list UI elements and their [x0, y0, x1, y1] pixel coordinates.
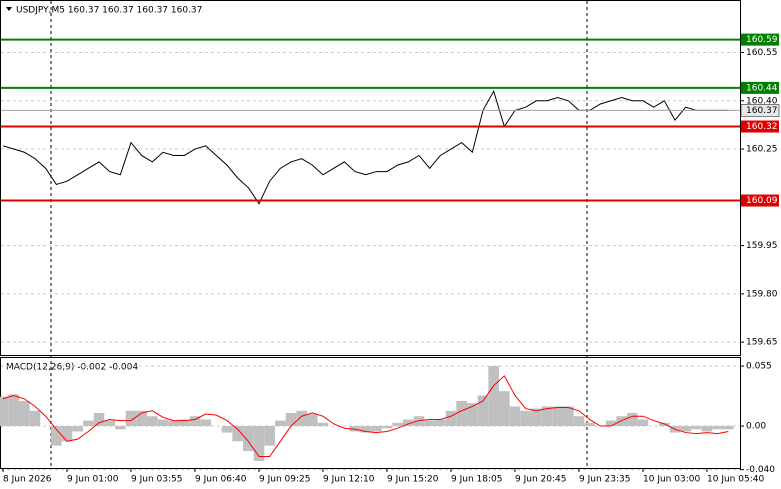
- x-tick-label: 8 Jun 2026: [3, 475, 52, 485]
- histogram-bar: [392, 422, 403, 427]
- level-label: 160.59: [746, 35, 778, 45]
- histogram-bar: [136, 410, 147, 427]
- x-tick-label: 9 Jun 15:20: [387, 475, 439, 485]
- histogram-bar: [509, 406, 521, 427]
- histogram-bar: [637, 419, 649, 427]
- histogram-bar: [168, 420, 179, 427]
- histogram-bar: [573, 416, 585, 427]
- level-box: [741, 81, 779, 94]
- histogram-bar: [189, 416, 201, 427]
- histogram-bar: [29, 410, 41, 427]
- histogram-bar: [61, 426, 73, 442]
- histogram-bar: [0, 396, 9, 427]
- y-tick-label: 159.80: [746, 289, 778, 299]
- histogram-bar: [72, 426, 83, 432]
- histogram-bar: [200, 419, 211, 427]
- level-box: [741, 120, 779, 133]
- histogram-bar: [552, 406, 563, 427]
- histogram-bar: [104, 420, 115, 427]
- price-line: [2, 89, 729, 205]
- x-tick-label: 9 Jun 18:05: [451, 475, 502, 485]
- histogram-bar: [477, 395, 489, 427]
- menu-arrow: [6, 7, 12, 11]
- histogram-bar: [605, 420, 617, 427]
- histogram-bar: [232, 426, 243, 442]
- y-tick-label: 0.00: [746, 422, 766, 432]
- price-panel: [0, 0, 741, 356]
- x-tick-label: 9 Jun 03:55: [131, 475, 182, 485]
- histogram-bar: [563, 406, 574, 427]
- y-tick-label: 160.25: [746, 145, 778, 155]
- y-tick-label: 160.55: [746, 48, 778, 58]
- histogram-bar: [541, 406, 553, 427]
- histogram-bar: [243, 426, 254, 452]
- histogram-bar: [115, 426, 126, 430]
- histogram-bar: [275, 420, 286, 427]
- histogram-bar: [467, 403, 478, 427]
- x-tick-label: 9 Jun 09:25: [259, 475, 310, 485]
- histogram-bar: [712, 426, 723, 430]
- histogram-bar: [296, 410, 307, 427]
- y-tick-label: 160.40: [746, 96, 778, 106]
- histogram-bar: [531, 408, 542, 427]
- histogram-bar: [520, 410, 531, 427]
- histogram-bar: [221, 426, 233, 433]
- histogram-bar: [147, 416, 158, 427]
- y-tick-label: 159.95: [746, 241, 778, 251]
- histogram-bar: [157, 419, 169, 427]
- histogram-bar: [360, 426, 371, 433]
- chart-title: USDJPY,M5 160.37 160.37 160.37 160.37: [16, 6, 202, 16]
- histogram-bar: [488, 366, 499, 427]
- level-label: 160.09: [746, 196, 778, 206]
- histogram-bar: [264, 426, 275, 446]
- histogram-bar: [253, 426, 265, 461]
- histogram-bar: [445, 410, 457, 427]
- last-price-box: [740, 104, 780, 117]
- x-tick-label: 9 Jun 01:00: [67, 475, 119, 485]
- macd-title: MACD(12,26,9) -0.002 -0.004: [6, 363, 138, 373]
- histogram-bar: [125, 410, 137, 427]
- level-box: [741, 33, 779, 46]
- histogram-bar: [93, 412, 105, 427]
- histogram-bar: [51, 426, 62, 446]
- histogram-bar: [680, 426, 691, 432]
- histogram-bar: [456, 400, 467, 427]
- histogram-bar: [285, 412, 297, 427]
- histogram-bar: [317, 422, 329, 427]
- y-tick-label: 0.055: [746, 362, 772, 372]
- x-tick-label: 10 Jun 03:00: [643, 475, 700, 485]
- x-tick-label: 9 Jun 12:10: [323, 475, 375, 485]
- histogram-bar: [19, 400, 30, 427]
- histogram-bar: [8, 394, 19, 427]
- histogram-bar: [403, 419, 414, 427]
- signal-line: [2, 375, 729, 458]
- histogram-bar: [179, 419, 190, 427]
- x-tick-label: 9 Jun 06:40: [195, 475, 247, 485]
- level-label: 160.32: [746, 122, 778, 132]
- histogram-bar: [627, 412, 638, 427]
- histogram-bar: [691, 426, 702, 430]
- x-tick-label: 9 Jun 20:45: [515, 475, 566, 485]
- y-tick-label: -0.040: [746, 465, 775, 475]
- histogram-bar: [349, 426, 361, 432]
- histogram-bar: [584, 422, 595, 427]
- histogram-bar: [307, 414, 318, 427]
- x-tick-label: 9 Jun 23:35: [579, 475, 630, 485]
- histogram-bar: [413, 416, 425, 427]
- histogram-bar: [723, 426, 734, 430]
- last-price-label: 160.37: [746, 106, 778, 116]
- level-label: 160.44: [746, 83, 778, 93]
- x-tick-label: 10 Jun 05:40: [707, 475, 764, 485]
- histogram-bar: [701, 426, 713, 432]
- level-box: [741, 194, 779, 207]
- y-tick-label: 159.65: [746, 338, 778, 348]
- histogram-bar: [381, 426, 393, 429]
- histogram-bar: [499, 391, 510, 427]
- histogram-bar: [83, 420, 94, 427]
- histogram-bar: [435, 419, 446, 427]
- histogram-bar: [371, 426, 382, 432]
- histogram-bar: [424, 420, 435, 427]
